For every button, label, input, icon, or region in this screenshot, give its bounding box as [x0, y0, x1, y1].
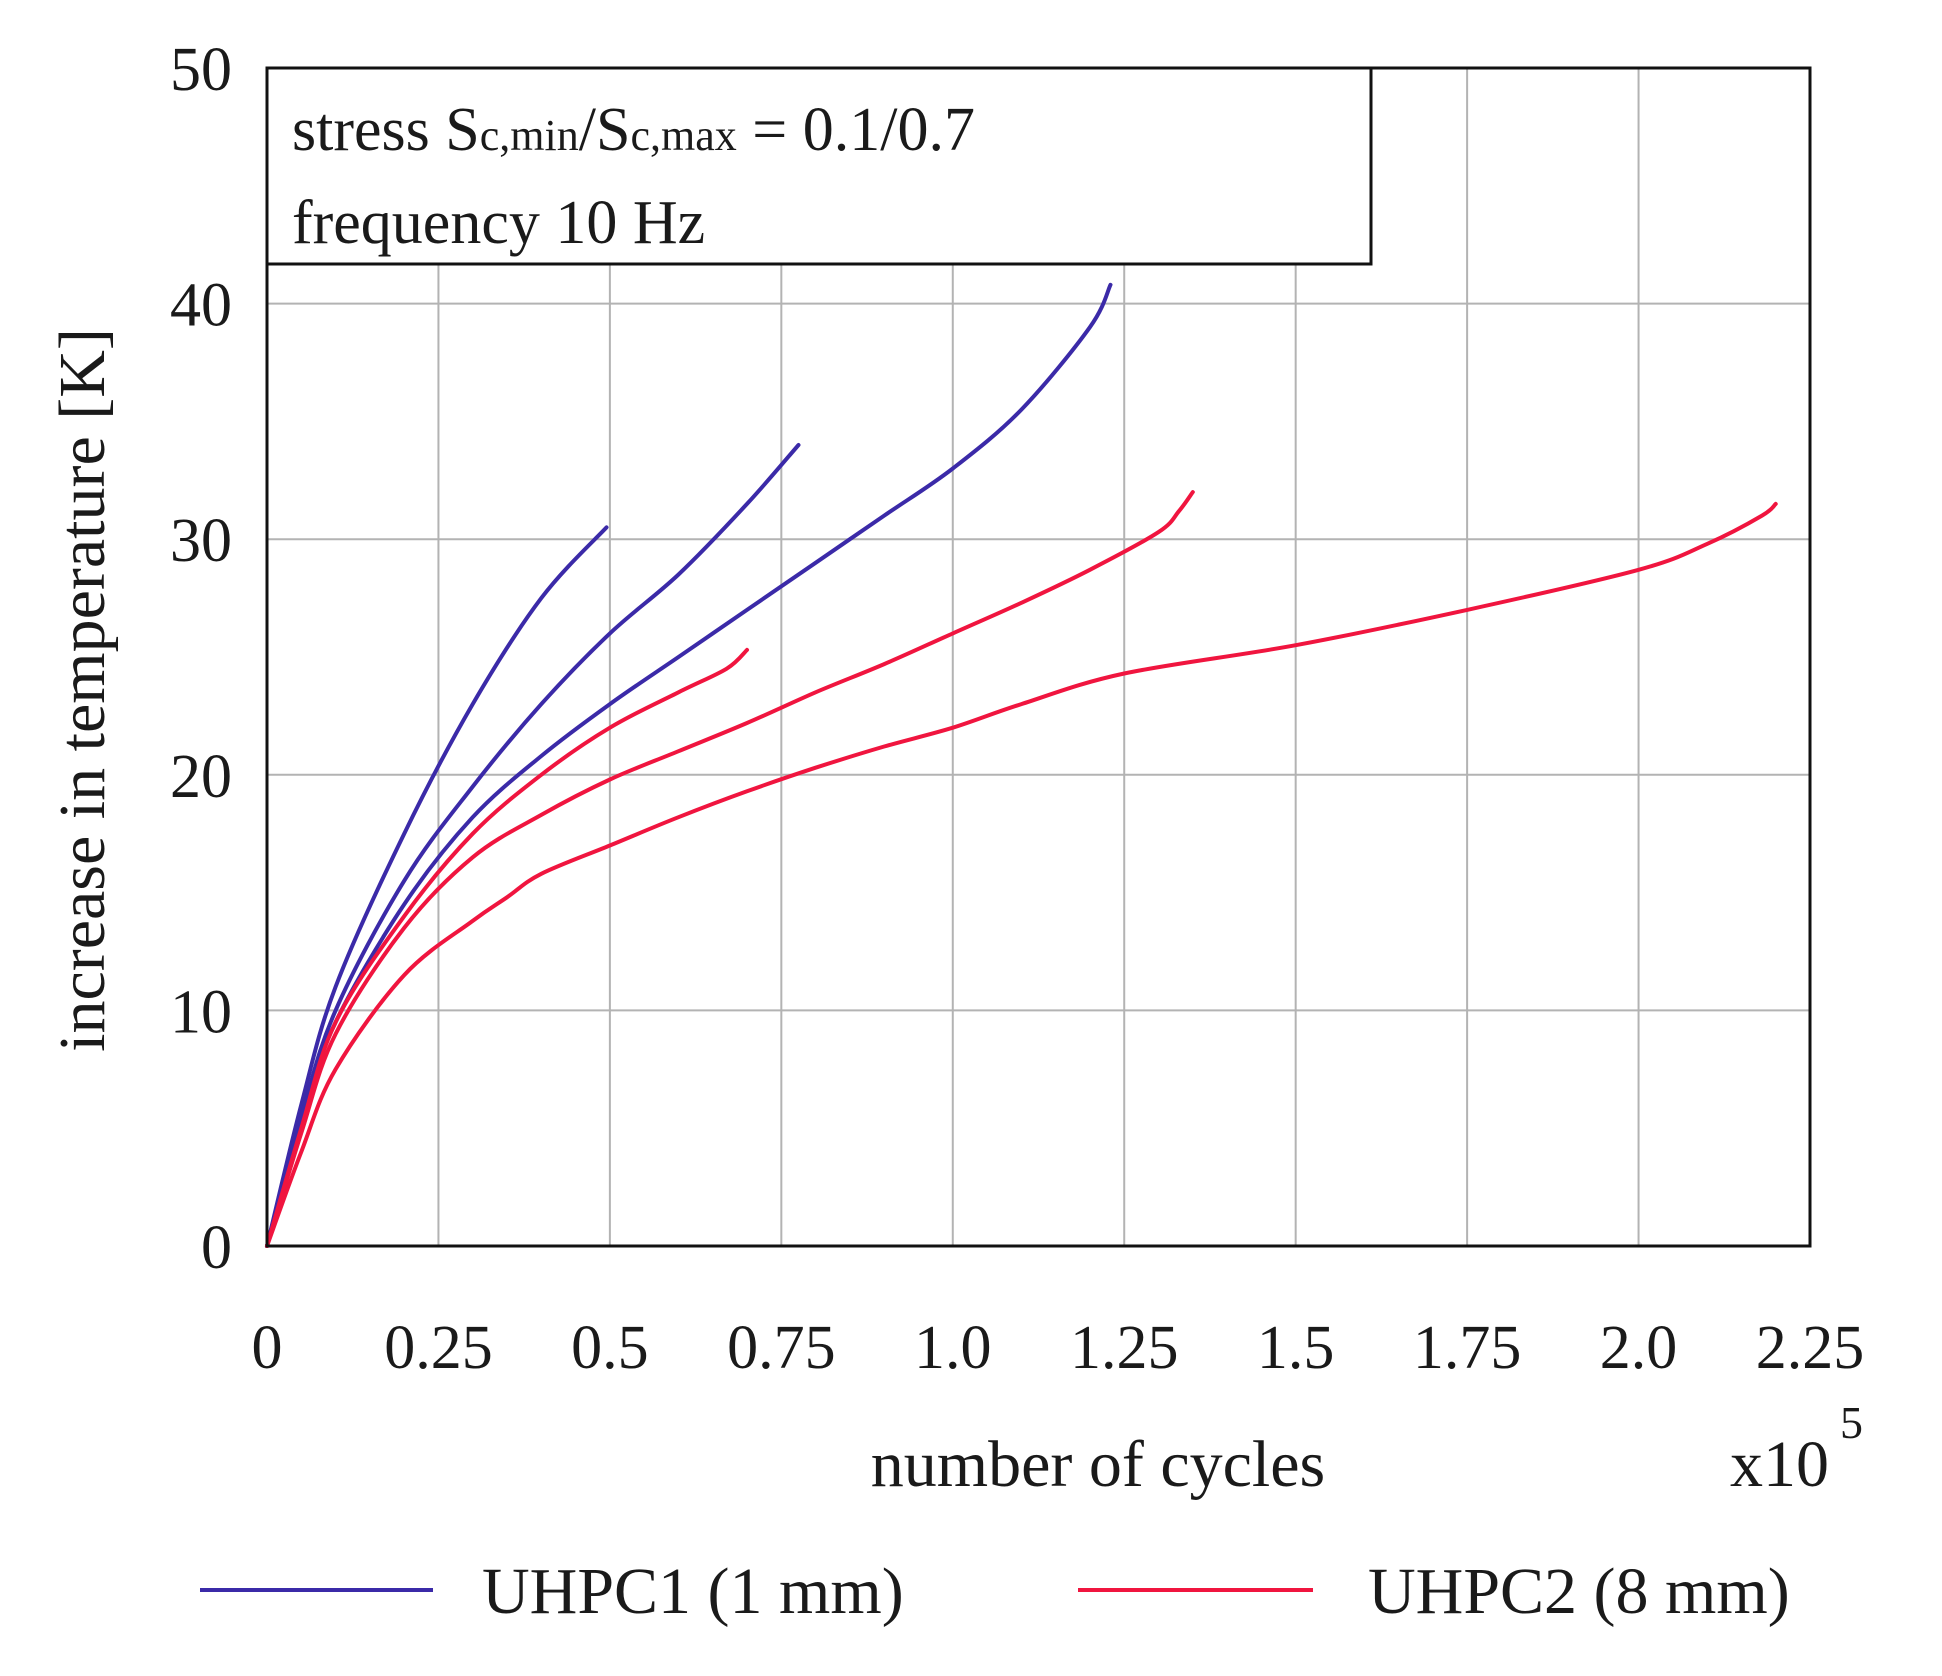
annotation-line-frequency: frequency 10 Hz — [292, 189, 705, 257]
x-axis-multiplier: x10 — [1730, 1428, 1829, 1501]
x-tick-label: 1.0 — [914, 1314, 992, 1382]
y-tick-label: 10 — [170, 978, 232, 1046]
annotation-stress-sub-min: c,min — [480, 111, 579, 160]
series-line-4 — [265, 647, 749, 1248]
y-tick-labels: 0 10 20 30 40 50 — [170, 36, 232, 1282]
x-tick-label: 0.5 — [571, 1314, 649, 1382]
x-tick-label: 2.25 — [1756, 1314, 1865, 1382]
x-axis-title: number of cycles — [871, 1428, 1326, 1501]
y-tick-label: 50 — [170, 36, 232, 104]
y-axis-title: increase in temperature [K] — [46, 328, 119, 1052]
legend-label-uhpc1: UHPC1 (1 mm) — [482, 1555, 904, 1628]
data-series — [265, 282, 1778, 1248]
annotation-line-stress: stress Sc,min/Sc,max = 0.1/0.7 — [292, 96, 975, 164]
y-tick-label: 0 — [201, 1214, 232, 1282]
annotation-stress-mid: /S — [579, 96, 631, 164]
x-tick-label: 1.75 — [1413, 1314, 1522, 1382]
x-tick-label: 2.0 — [1600, 1314, 1678, 1382]
x-tick-label: 0.75 — [727, 1314, 836, 1382]
series-line-5 — [265, 490, 1195, 1248]
x-tick-label: 1.5 — [1257, 1314, 1335, 1382]
y-tick-label: 30 — [170, 507, 232, 575]
series-line-2 — [265, 443, 801, 1248]
annotation-stress-suffix: = 0.1/0.7 — [737, 96, 975, 164]
annotation-stress-prefix: stress S — [292, 96, 480, 164]
x-tick-labels: 0 0.25 0.5 0.75 1.0 1.25 1.5 1.75 2.0 2.25 — [252, 1314, 1865, 1382]
x-tick-label: 0.25 — [384, 1314, 493, 1382]
annotation-box: stress Sc,min/Sc,max = 0.1/0.7 frequency… — [265, 66, 1373, 266]
y-tick-label: 40 — [170, 272, 232, 340]
x-tick-label: 0 — [252, 1314, 283, 1382]
legend: UHPC1 (1 mm) UHPC2 (8 mm) — [200, 1555, 1790, 1628]
series-line-1 — [265, 525, 609, 1248]
x-tick-label: 1.25 — [1070, 1314, 1179, 1382]
x-axis-multiplier-exponent: 5 — [1840, 1397, 1863, 1448]
y-tick-label: 20 — [170, 743, 232, 811]
annotation-stress-sub-max: c,max — [630, 111, 736, 160]
annotation-frame — [265, 66, 1373, 266]
series-line-6 — [265, 501, 1778, 1248]
legend-label-uhpc2: UHPC2 (8 mm) — [1368, 1555, 1790, 1628]
series-line-3 — [265, 282, 1113, 1248]
